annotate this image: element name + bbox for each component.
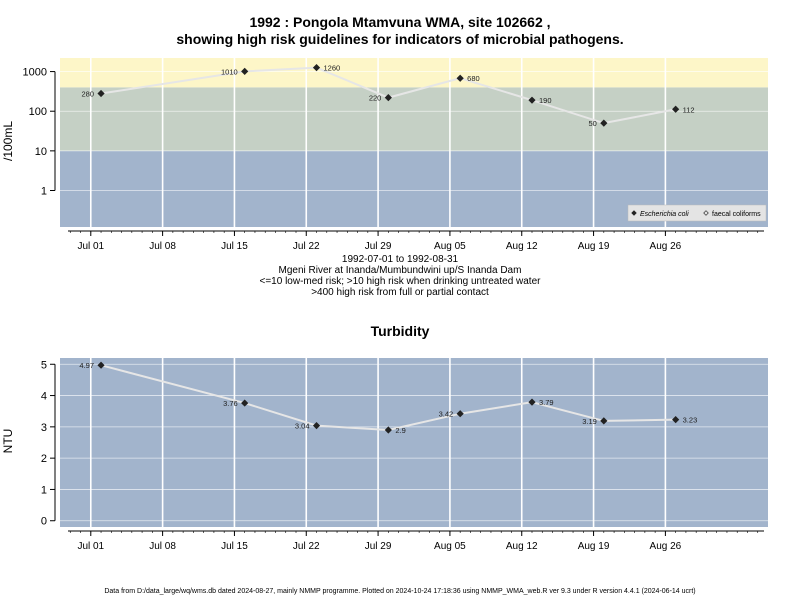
turbidity-x-tick-label-3: Jul 22	[293, 541, 320, 552]
turbidity-y-tick-label-0: 0	[41, 516, 47, 528]
microbial-legend-marker-0	[631, 210, 637, 216]
microbial-x-tick-label-1: Jul 08	[149, 241, 176, 252]
microbial-legend-marker-1	[703, 210, 709, 216]
microbial-data-label-6: 50	[588, 119, 596, 128]
turbidity-x-tick-label-7: Aug 19	[578, 541, 610, 552]
caption-date-range: 1992-07-01 to 1992-08-31	[341, 254, 459, 265]
turbidity-data-label-5: 3.79	[539, 398, 554, 407]
microbial-y-tick-label-1: 10	[35, 146, 47, 158]
microbial-data-label-1: 1010	[221, 67, 238, 76]
turbidity-y-tick-label-3: 3	[41, 422, 47, 434]
microbial-x-tick-label-0: Jul 01	[77, 241, 104, 252]
microbial-data-label-0: 280	[82, 89, 95, 98]
microbial-data-point-3	[384, 94, 392, 102]
turbidity-y-tick-label-2: 2	[41, 453, 47, 465]
turbidity-x-tick-label-1: Jul 08	[149, 541, 176, 552]
microbial-data-point-2	[312, 63, 321, 72]
microbial-series-line-0	[100, 66, 676, 125]
footer-note: Data from D:/data_large/wq/wms.db dated …	[104, 588, 696, 595]
turbidity-x-tick-label-6: Aug 12	[506, 541, 538, 552]
microbial-legend-label-0: Escherichia coli	[640, 211, 689, 218]
microbial-x-tick-label-5: Aug 05	[434, 241, 466, 252]
chart-title-line1: 1992 : Pongola Mtamvuna WMA, site 102662…	[249, 14, 551, 30]
microbial-x-tick-label-7: Aug 19	[578, 241, 610, 252]
turbidity-data-label-2: 3.04	[295, 422, 310, 431]
microbial-data-point-6	[600, 119, 608, 127]
microbial-data-label-7: 112	[683, 105, 695, 114]
turbidity-data-point-6	[600, 417, 608, 425]
turbidity-data-point-5	[528, 398, 536, 406]
turbidity-x-tick-label-4: Jul 29	[365, 541, 392, 552]
microbial-x-tick-label-6: Aug 12	[506, 241, 538, 252]
turbidity-data-label-0: 4.97	[79, 361, 94, 370]
microbial-data-label-3: 220	[369, 94, 382, 103]
microbial-x-tick-label-8: Aug 26	[650, 241, 682, 252]
microbial-data-point-7	[672, 105, 680, 113]
turbidity-series-line-0	[100, 364, 676, 431]
microbial-y-tick-label-0: 1	[41, 185, 47, 197]
caption-guideline-drinking: <=10 low-med risk; >10 high risk when dr…	[259, 276, 541, 287]
microbial-legend-label-1: faecal coliforms	[712, 211, 761, 218]
microbial-data-label-5: 190	[539, 96, 552, 105]
microbial-data-point-0	[97, 89, 105, 98]
turbidity-y-tick-label-4: 4	[41, 391, 47, 403]
microbial-data-point-1	[241, 67, 249, 76]
turbidity-data-label-6: 3.19	[582, 417, 597, 426]
turbidity-data-point-2	[312, 422, 321, 430]
turbidity-data-point-7	[672, 416, 680, 424]
turbidity-data-point-4	[456, 410, 464, 418]
microbial-x-tick-label-2: Jul 15	[221, 241, 248, 252]
turbidity-title: Turbidity	[370, 323, 430, 339]
turbidity-x-tick-label-8: Aug 26	[650, 541, 682, 552]
turbidity-y-tick-label-1: 1	[41, 484, 47, 496]
microbial-data-label-2: 1260	[324, 64, 341, 73]
caption-site: Mgeni River at Inanda/Mumbundwini up/S I…	[278, 265, 522, 276]
microbial-x-tick-label-3: Jul 22	[293, 241, 320, 252]
turbidity-data-label-4: 3.42	[439, 410, 454, 419]
turbidity-data-label-7: 3.23	[683, 416, 698, 425]
microbial-legend-box	[627, 204, 767, 222]
turbidity-x-tick-label-5: Aug 05	[434, 541, 466, 552]
turbidity-x-tick-label-0: Jul 01	[77, 541, 104, 552]
chart-title-line2: showing high risk guidelines for indicat…	[176, 31, 624, 47]
microbial-risk-band-1	[60, 87, 768, 151]
turbidity-data-point-3	[384, 426, 392, 434]
microbial-y-tick-label-2: 100	[29, 106, 47, 118]
microbial-data-point-4	[456, 74, 464, 82]
turbidity-x-tick-label-2: Jul 15	[221, 541, 248, 552]
microbial-y-tick-label-3: 1000	[23, 67, 47, 79]
caption-guideline-contact: >400 high risk from full or partial cont…	[311, 287, 489, 298]
microbial-x-tick-label-4: Jul 29	[365, 241, 392, 252]
turbidity-data-point-1	[241, 399, 249, 407]
microbial-data-label-4: 680	[467, 74, 480, 83]
microbial-data-point-5	[528, 96, 536, 104]
turbidity-y-tick-label-5: 5	[41, 359, 47, 371]
turbidity-data-label-3: 2.9	[395, 426, 405, 435]
turbidity-data-point-0	[97, 361, 105, 369]
turbidity-data-label-1: 3.76	[223, 399, 238, 408]
